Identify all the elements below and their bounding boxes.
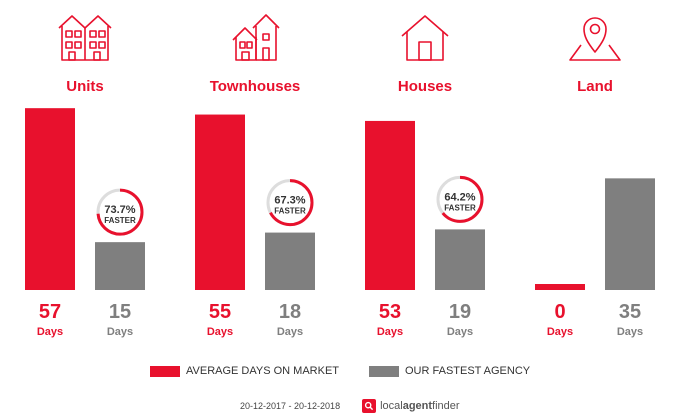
legend-label-fastest: OUR FASTEST AGENCY (405, 365, 531, 377)
unit-fastest-townhouses: Days (277, 326, 303, 338)
brand-name-part1: local (380, 400, 403, 412)
unit-average-units: Days (37, 326, 63, 338)
faster-text-houses: FASTER (444, 203, 476, 212)
faster-percent-houses: 64.2% (444, 191, 475, 203)
land-icon (569, 17, 621, 61)
value-average-houses: 53 (379, 301, 401, 323)
unit-fastest-houses: Days (447, 326, 473, 338)
brand-name-part3: finder (432, 400, 460, 412)
value-average-units: 57 (39, 301, 61, 323)
faster-text-units: FASTER (104, 216, 136, 225)
value-fastest-townhouses: 18 (279, 301, 301, 323)
legend-fastest: OUR FASTEST AGENCY (369, 364, 530, 378)
value-fastest-land: 35 (619, 301, 641, 323)
value-average-land: 0 (554, 301, 565, 323)
category-label-townhouses: Townhouses (210, 78, 301, 95)
unit-average-land: Days (547, 326, 573, 338)
faster-ring-townhouses (266, 179, 314, 227)
bar-chart: Units57Days15Days73.7%FASTERTownhouses55… (25, 14, 655, 338)
faster-text-townhouses: FASTER (274, 207, 306, 216)
category-label-land: Land (577, 78, 613, 95)
bar-average-units (25, 108, 75, 290)
unit-fastest-units: Days (107, 326, 133, 338)
bar-fastest-land (605, 178, 655, 290)
faster-ring-houses (436, 175, 484, 223)
houses-icon (401, 15, 449, 61)
bar-average-houses (365, 120, 415, 291)
footer: 20-12-2017 - 20-12-2018 local agent finder (240, 398, 460, 414)
category-label-units: Units (66, 78, 104, 95)
unit-average-townhouses: Days (207, 326, 233, 338)
value-fastest-units: 15 (109, 301, 131, 323)
date-range: 20-12-2017 - 20-12-2018 (240, 401, 341, 411)
faster-percent-units: 73.7% (104, 204, 135, 216)
bar-average-townhouses (195, 114, 245, 290)
category-label-houses: Houses (398, 78, 452, 95)
bar-fastest-townhouses (265, 232, 315, 290)
faster-ring-units (96, 188, 144, 236)
brand-logo: local agent finder (362, 399, 460, 413)
legend-average: AVERAGE DAYS ON MARKET (150, 364, 339, 378)
value-fastest-houses: 19 (449, 301, 471, 323)
bar-average-land (535, 284, 585, 290)
unit-fastest-land: Days (617, 326, 643, 338)
legend-swatch-fastest (369, 365, 399, 377)
legend-swatch-average (150, 365, 180, 377)
bar-fastest-units (95, 242, 145, 290)
value-average-townhouses: 55 (209, 301, 231, 323)
units-icon (58, 15, 112, 61)
unit-average-houses: Days (377, 326, 403, 338)
faster-percent-townhouses: 67.3% (274, 195, 305, 207)
brand-logo-icon (362, 399, 377, 413)
townhouses-icon (232, 14, 280, 61)
bar-fastest-houses (435, 229, 485, 290)
legend-label-average: AVERAGE DAYS ON MARKET (186, 365, 340, 377)
brand-name-part2: agent (402, 400, 433, 412)
